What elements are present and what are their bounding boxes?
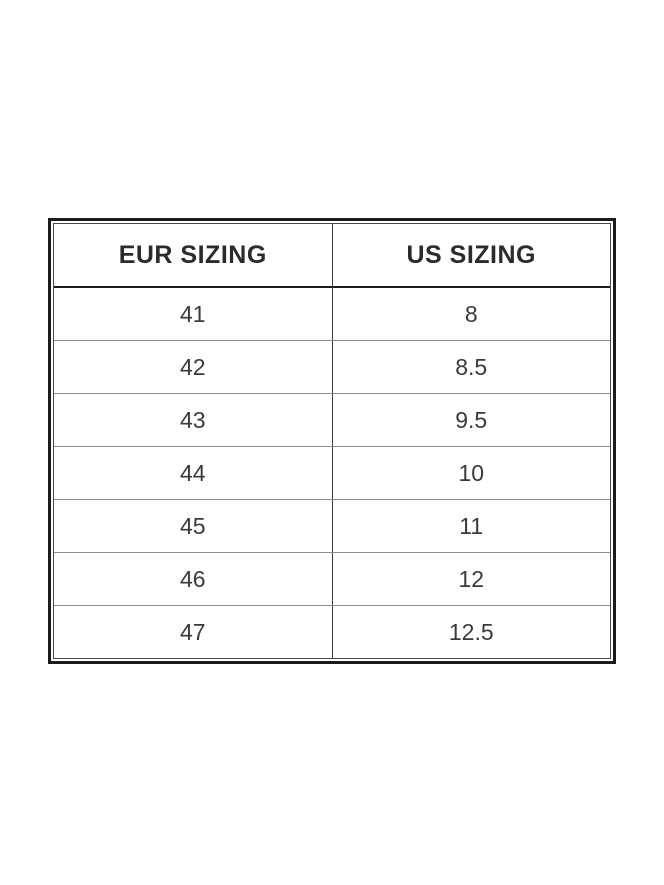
- table-row: 43 9.5: [54, 394, 610, 447]
- column-header-eur-sizing: EUR SIZING: [118, 240, 267, 269]
- eur-size-cell: 43: [179, 406, 206, 433]
- table-row: 47 12.5: [54, 606, 610, 658]
- eur-size-cell: 41: [179, 300, 206, 327]
- table-header-row: EUR SIZING US SIZING: [54, 224, 610, 288]
- table-row: 45 11: [54, 500, 610, 553]
- table-row: 41 8: [54, 288, 610, 341]
- eur-size-cell: 45: [179, 512, 206, 539]
- us-size-cell: 12: [331, 553, 611, 605]
- us-size-cell: 11: [331, 500, 611, 552]
- us-size-cell: 9.5: [331, 394, 611, 446]
- column-header-us-sizing: US SIZING: [331, 224, 611, 286]
- us-size-cell: 12.5: [331, 606, 611, 658]
- eur-size-cell: 47: [179, 618, 206, 645]
- eur-size-cell: 44: [179, 459, 206, 486]
- eur-size-cell: 42: [179, 353, 206, 380]
- eur-size-cell: 46: [179, 565, 206, 592]
- us-size-cell: 10: [331, 447, 611, 499]
- table-row: 42 8.5: [54, 341, 610, 394]
- size-chart-inner-frame: EUR SIZING US SIZING 41 8 42 8.5 43 9.5 …: [53, 223, 611, 659]
- size-chart-table: EUR SIZING US SIZING 41 8 42 8.5 43 9.5 …: [48, 218, 616, 664]
- us-size-cell: 8: [331, 288, 611, 340]
- us-size-cell: 8.5: [331, 341, 611, 393]
- table-row: 44 10: [54, 447, 610, 500]
- table-row: 46 12: [54, 553, 610, 606]
